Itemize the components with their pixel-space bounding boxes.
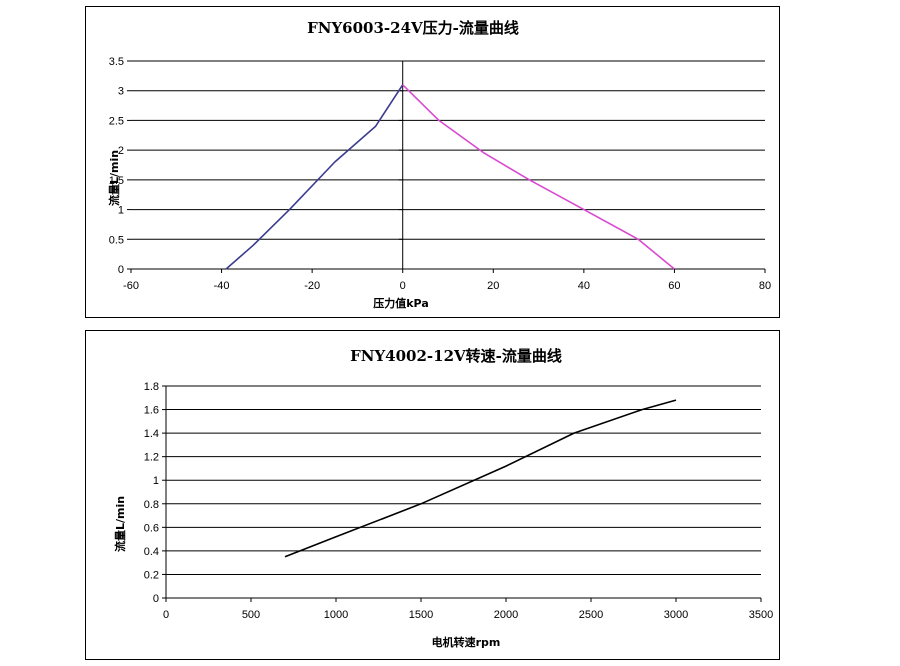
series-line	[284, 399, 677, 558]
y-tick-label: 3	[118, 86, 124, 98]
y-tick-label: 0.8	[144, 499, 159, 511]
y-axis-label: 流量L/min	[113, 496, 127, 552]
y-tick-label: 0.2	[144, 569, 159, 581]
speed-flow-chart-panel: FNY4002-12V转速-流量曲线 0 0.2 0.4 0.6 0.8 1 1.2 1.4 1…	[85, 330, 780, 660]
x-tick-label: 40	[578, 280, 590, 292]
x-tick-label: 0	[400, 280, 406, 292]
x-tick-label: 0	[163, 609, 169, 621]
speed-flow-chart: FNY4002-12V转速-流量曲线 0 0.2 0.4 0.6 0.8 1 1.2 1.4 1…	[113, 347, 773, 649]
x-axis-label: 电机转速rpm	[432, 635, 501, 649]
y-tick-label: 0.6	[144, 522, 159, 534]
chart-title: FNY6003-24V压力-流量曲线	[307, 19, 519, 37]
pressure-flow-chart: FNY6003-24V压力-流量曲线 0 0.5 1 1.5 2 2.5 3 3.5 -60 -4…	[107, 19, 771, 310]
pressure-flow-chart-panel: FNY6003-24V压力-流量曲线 0 0.5 1 1.5 2 2.5 3 3.5 -60 -4…	[85, 6, 780, 318]
x-tick-label: 80	[759, 280, 771, 292]
x-tick-label: 3000	[664, 609, 688, 621]
y-tick-label: 0.5	[109, 234, 124, 246]
series-line	[225, 84, 404, 270]
y-tick-label: 2.5	[109, 115, 124, 127]
y-tick-label: 1.5	[109, 175, 124, 187]
y-tick-label: 3.5	[109, 56, 124, 68]
x-axis-label: 压力值kPa	[373, 296, 429, 310]
y-tick-label: 0	[153, 593, 159, 605]
y-tick-label: 1.8	[144, 381, 159, 393]
y-tick-label: 2	[118, 145, 124, 157]
y-axis-label: 流量L/min	[107, 150, 121, 206]
series-line	[402, 84, 675, 270]
x-tick-label: 1500	[409, 609, 433, 621]
x-tick-label: -60	[123, 280, 139, 292]
y-tick-label: 0.4	[144, 546, 159, 558]
x-tick-label: 3500	[749, 609, 773, 621]
y-tick-label: 1.4	[144, 428, 159, 440]
y-tick-label: 1.2	[144, 452, 159, 464]
x-tick-label: 2000	[494, 609, 518, 621]
x-tick-label: -40	[214, 280, 230, 292]
chart-title: FNY4002-12V转速-流量曲线	[350, 347, 562, 365]
y-tick-label: 0	[118, 264, 124, 276]
x-tick-label: 1000	[324, 609, 348, 621]
x-tick-label: 60	[668, 280, 680, 292]
x-tick-label: 500	[242, 609, 260, 621]
x-tick-label: 20	[487, 280, 499, 292]
y-tick-label: 1	[153, 475, 159, 487]
y-tick-label: 1	[118, 205, 124, 217]
x-tick-label: 2500	[579, 609, 603, 621]
y-tick-label: 1.6	[144, 405, 159, 417]
x-tick-label: -20	[304, 280, 320, 292]
